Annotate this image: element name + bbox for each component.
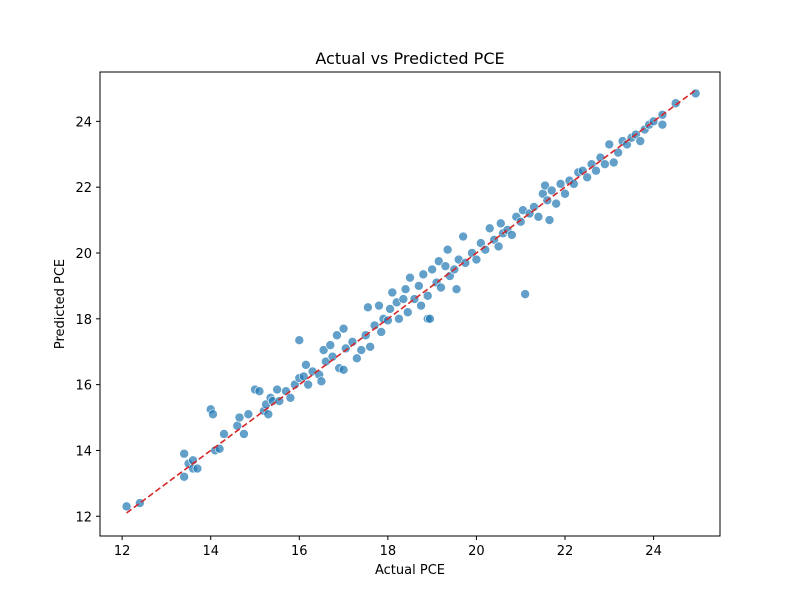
data-point	[298, 371, 309, 382]
data-point	[356, 345, 367, 355]
chart-title: Actual vs Predicted PCE	[315, 49, 504, 68]
data-point	[484, 223, 495, 234]
data-point	[274, 396, 285, 406]
data-point	[422, 290, 433, 301]
data-point	[555, 179, 566, 189]
y-tick-label: 22	[75, 181, 92, 196]
data-point	[316, 376, 327, 387]
data-point	[365, 341, 375, 352]
data-point	[635, 136, 646, 146]
data-point	[507, 230, 517, 240]
data-point	[301, 360, 311, 370]
data-point	[179, 471, 189, 482]
data-point	[670, 98, 681, 109]
data-point	[551, 198, 561, 209]
data-point	[243, 409, 254, 420]
data-point	[540, 180, 550, 191]
data-point	[476, 238, 486, 248]
data-point	[340, 343, 351, 354]
data-point	[436, 282, 446, 293]
data-point	[414, 281, 424, 291]
y-tick-label: 20	[75, 247, 92, 262]
x-axis-label: Actual PCE	[375, 563, 445, 578]
data-point	[192, 463, 203, 474]
reference-line	[126, 89, 697, 514]
data-point	[352, 353, 362, 364]
data-point	[332, 330, 342, 341]
y-axis-label: Predicted PCE	[53, 259, 68, 349]
data-point	[442, 244, 453, 255]
data-point	[219, 429, 229, 439]
x-tick-label: 16	[291, 544, 308, 559]
data-point	[208, 409, 218, 420]
x-tick-label: 22	[557, 544, 574, 559]
y-tick-label: 24	[75, 115, 92, 130]
data-point	[405, 272, 415, 283]
data-point	[263, 409, 274, 420]
x-tick-label: 20	[468, 544, 485, 559]
data-point	[591, 165, 601, 176]
data-point	[179, 448, 189, 459]
data-point	[363, 302, 373, 313]
data-point	[657, 119, 668, 130]
data-point	[495, 218, 506, 229]
data-point	[234, 412, 245, 423]
data-point	[374, 300, 384, 311]
data-point	[338, 365, 349, 375]
data-point	[544, 215, 555, 225]
data-point	[294, 335, 305, 345]
data-point	[425, 314, 435, 324]
x-tick-label: 18	[380, 544, 397, 559]
data-point	[604, 139, 615, 150]
data-point	[533, 211, 544, 222]
y-tick-label: 12	[75, 510, 92, 525]
x-tick-label: 14	[202, 544, 219, 559]
x-tick-label: 12	[114, 544, 131, 559]
data-point	[546, 185, 557, 196]
y-tick-label: 14	[75, 444, 92, 459]
axis-ticks: 12 14 16 18 20 22 24 12 14 16 18 20 22 24	[75, 115, 661, 559]
data-point	[440, 261, 451, 271]
data-point	[400, 284, 411, 294]
data-point	[303, 379, 313, 390]
plot-area	[121, 88, 701, 514]
data-point	[608, 157, 619, 168]
data-point	[560, 188, 570, 199]
data-point	[427, 264, 437, 275]
data-point	[451, 284, 462, 294]
data-point	[493, 241, 504, 252]
data-point	[460, 258, 471, 268]
data-point	[376, 327, 387, 337]
data-point	[402, 307, 413, 318]
data-point	[285, 392, 296, 403]
data-point	[418, 269, 429, 280]
data-point	[325, 340, 336, 350]
data-point	[239, 429, 249, 439]
data-point	[214, 443, 225, 454]
data-point	[338, 323, 349, 334]
data-point	[398, 294, 409, 304]
data-point	[387, 287, 398, 298]
data-point	[121, 501, 132, 512]
data-point	[471, 254, 482, 265]
data-point	[433, 256, 444, 267]
y-tick-label: 18	[75, 313, 92, 328]
data-point	[272, 384, 282, 395]
plot-frame	[99, 71, 721, 537]
data-point	[520, 289, 530, 299]
data-point	[458, 231, 468, 242]
data-point	[600, 159, 610, 169]
data-point	[582, 172, 592, 183]
data-point	[394, 314, 404, 324]
data-point	[416, 300, 426, 311]
data-point	[515, 216, 526, 227]
y-tick-label: 16	[75, 379, 92, 394]
data-point	[385, 304, 395, 314]
data-point	[232, 420, 243, 431]
data-point	[383, 315, 393, 326]
x-tick-label: 24	[645, 544, 662, 559]
data-point	[254, 386, 265, 397]
data-point	[318, 345, 329, 355]
